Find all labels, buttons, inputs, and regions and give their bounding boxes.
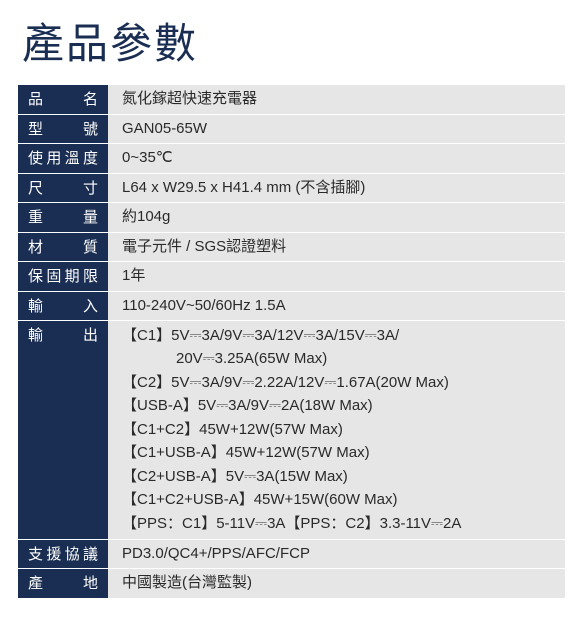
row-weight: 重 量 約104g bbox=[18, 203, 565, 233]
output-line-8: 【PPS：C1】5-11V⎓3A【PPS：C2】3.3-11V⎓2A bbox=[122, 512, 551, 536]
spec-page: 產品參數 品 名 氮化鎵超快速充電器 型 號 GAN05-65W 使用溫度 0~… bbox=[0, 0, 583, 617]
value-model: GAN05-65W bbox=[108, 114, 565, 144]
label-warranty: 保固期限 bbox=[18, 262, 108, 292]
output-line-3: 【USB-A】5V⎓3A/9V⎓2A(18W Max) bbox=[122, 395, 551, 419]
value-dimensions: L64 x W29.5 x H41.4 mm (不含插腳) bbox=[108, 173, 565, 203]
output-lines: 【C1】5V⎓3A/9V⎓3A/12V⎓3A/15V⎓3A/ 20V⎓3.25A… bbox=[122, 324, 551, 536]
output-line-5: 【C1+USB-A】45W+12W(57W Max) bbox=[122, 442, 551, 466]
row-temperature: 使用溫度 0~35℃ bbox=[18, 144, 565, 174]
label-origin: 產 地 bbox=[18, 569, 108, 599]
row-model: 型 號 GAN05-65W bbox=[18, 114, 565, 144]
label-output: 輸 出 bbox=[18, 321, 108, 540]
value-output: 【C1】5V⎓3A/9V⎓3A/12V⎓3A/15V⎓3A/ 20V⎓3.25A… bbox=[108, 321, 565, 540]
output-line-4: 【C1+C2】45W+12W(57W Max) bbox=[122, 418, 551, 442]
label-protocols: 支援協議 bbox=[18, 539, 108, 569]
row-origin: 產 地 中國製造(台灣監製) bbox=[18, 569, 565, 599]
value-weight: 約104g bbox=[108, 203, 565, 233]
value-origin: 中國製造(台灣監製) bbox=[108, 569, 565, 599]
row-protocols: 支援協議 PD3.0/QC4+/PPS/AFC/FCP bbox=[18, 539, 565, 569]
value-material: 電子元件 / SGS認證塑料 bbox=[108, 232, 565, 262]
row-input: 輸 入 110-240V~50/60Hz 1.5A bbox=[18, 291, 565, 321]
label-material: 材 質 bbox=[18, 232, 108, 262]
row-dimensions: 尺 寸 L64 x W29.5 x H41.4 mm (不含插腳) bbox=[18, 173, 565, 203]
output-line-2: 【C2】5V⎓3A/9V⎓2.22A/12V⎓1.67A(20W Max) bbox=[122, 371, 551, 395]
output-line-0: 【C1】5V⎓3A/9V⎓3A/12V⎓3A/15V⎓3A/ bbox=[122, 324, 551, 348]
value-temperature: 0~35℃ bbox=[108, 144, 565, 174]
value-input: 110-240V~50/60Hz 1.5A bbox=[108, 291, 565, 321]
row-warranty: 保固期限 1年 bbox=[18, 262, 565, 292]
label-model: 型 號 bbox=[18, 114, 108, 144]
output-line-6: 【C2+USB-A】5V⎓3A(15W Max) bbox=[122, 465, 551, 489]
label-input: 輸 入 bbox=[18, 291, 108, 321]
page-title: 產品參數 bbox=[22, 10, 565, 71]
row-output: 輸 出 【C1】5V⎓3A/9V⎓3A/12V⎓3A/15V⎓3A/ 20V⎓3… bbox=[18, 321, 565, 540]
value-warranty: 1年 bbox=[108, 262, 565, 292]
spec-table: 品 名 氮化鎵超快速充電器 型 號 GAN05-65W 使用溫度 0~35℃ 尺… bbox=[18, 85, 565, 599]
value-name: 氮化鎵超快速充電器 bbox=[108, 85, 565, 114]
label-name: 品 名 bbox=[18, 85, 108, 114]
output-line-7: 【C1+C2+USB-A】45W+15W(60W Max) bbox=[122, 489, 551, 513]
output-line-1: 20V⎓3.25A(65W Max) bbox=[122, 348, 551, 372]
row-name: 品 名 氮化鎵超快速充電器 bbox=[18, 85, 565, 114]
label-weight: 重 量 bbox=[18, 203, 108, 233]
value-protocols: PD3.0/QC4+/PPS/AFC/FCP bbox=[108, 539, 565, 569]
row-material: 材 質 電子元件 / SGS認證塑料 bbox=[18, 232, 565, 262]
label-dimensions: 尺 寸 bbox=[18, 173, 108, 203]
label-temperature: 使用溫度 bbox=[18, 144, 108, 174]
